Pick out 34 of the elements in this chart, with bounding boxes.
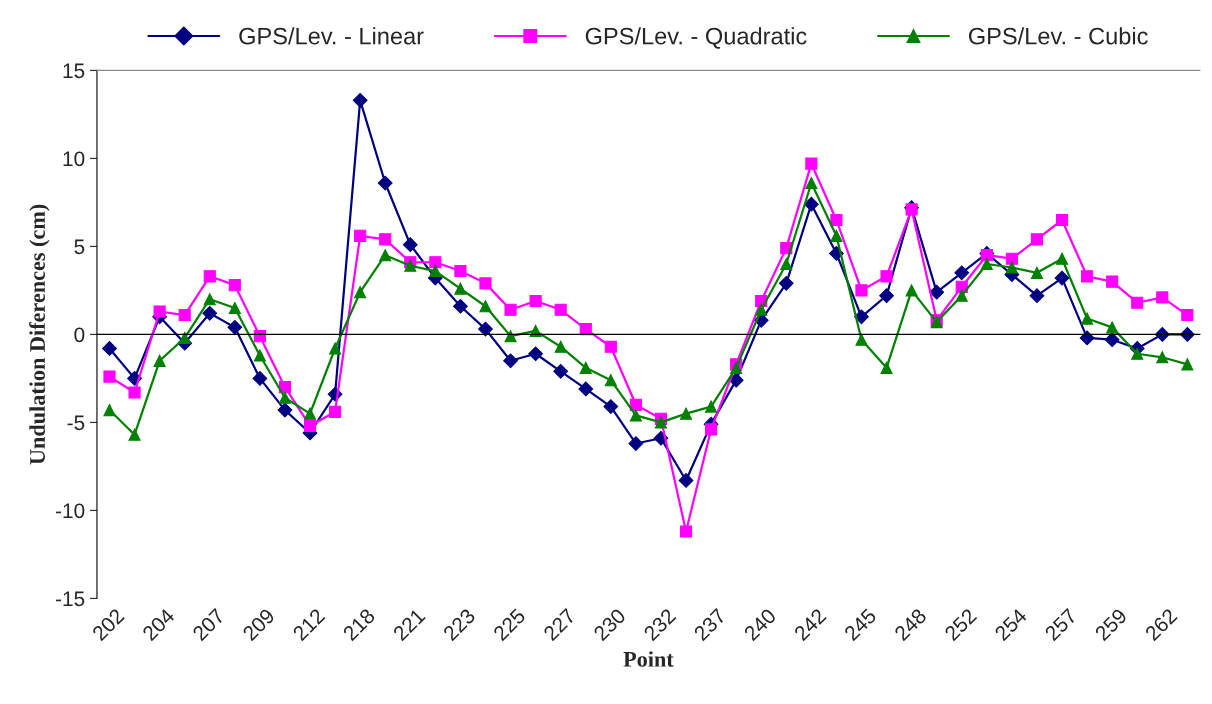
x-tick-label: 242 (793, 607, 827, 642)
x-tick-label: 240 (743, 607, 777, 642)
legend-label: GPS/Lev. - Linear (239, 27, 424, 45)
x-tick-label: 202 (91, 607, 125, 642)
x-tick-label: 223 (442, 607, 477, 642)
y-axis-title: Undulation Diferences (cm) (29, 204, 50, 465)
x-tick-label: 212 (292, 607, 326, 642)
y-tick-label: 10 (63, 151, 85, 167)
x-tick-label: 207 (191, 607, 226, 642)
y-tick-label: 0 (74, 327, 85, 343)
y-tick-label: -10 (55, 503, 85, 519)
x-tick-label: 225 (492, 607, 527, 642)
x-tick-label: 252 (943, 607, 978, 642)
legend-label: GPS/Lev. - Quadratic (585, 27, 807, 49)
legend-label: GPS/Lev. - Cubic (968, 27, 1148, 45)
x-tick-label: 259 (1094, 607, 1128, 642)
y-tick-label: 5 (74, 239, 85, 255)
x-tick-label: 230 (592, 607, 627, 642)
x-tick-label: 209 (241, 607, 276, 642)
y-tick-label: 15 (63, 63, 85, 79)
y-tick-label: -5 (67, 415, 85, 431)
x-tick-label: 262 (1144, 607, 1178, 642)
x-tick-label: 221 (392, 607, 426, 642)
x-tick-label: 237 (693, 607, 727, 642)
x-tick-label: 245 (843, 607, 878, 642)
x-tick-label: 254 (993, 607, 1028, 642)
x-tick-label: 248 (893, 607, 928, 642)
x-tick-label: 227 (542, 607, 577, 642)
x-tick-label: 232 (642, 607, 677, 642)
x-tick-label: 218 (342, 607, 376, 642)
x-axis-title: Point (623, 651, 674, 667)
x-tick-label: 257 (1043, 607, 1078, 642)
x-tick-label: 204 (141, 607, 176, 642)
y-tick-label: -15 (55, 591, 85, 607)
